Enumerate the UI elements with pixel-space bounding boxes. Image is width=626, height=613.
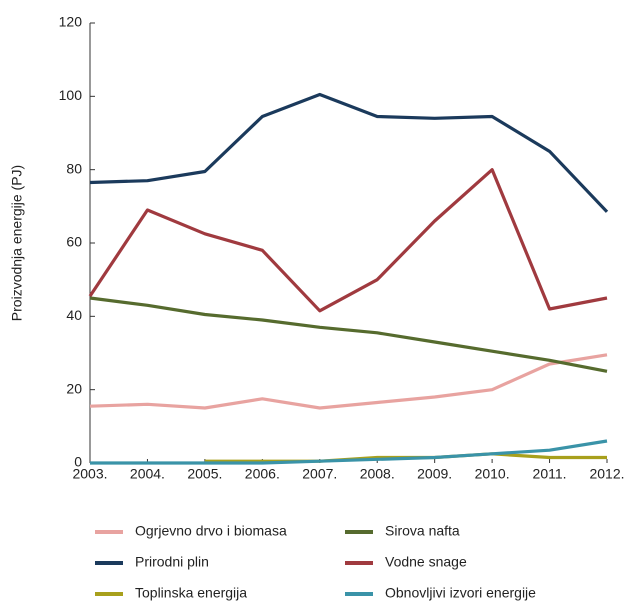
y-tick-label: 0 [74, 454, 82, 470]
x-tick-label: 2012. [589, 466, 624, 482]
x-tick-label: 2006. [245, 466, 280, 482]
y-tick-label: 120 [59, 14, 83, 30]
y-tick-label: 100 [59, 87, 83, 103]
legend-label: Sirova nafta [385, 523, 460, 539]
y-tick-label: 60 [66, 234, 82, 250]
series-line [90, 439, 608, 465]
x-tick-label: 2007. [302, 466, 337, 482]
y-axis-label: Proizvodnja energije (PJ) [9, 165, 25, 321]
x-tick-label: 2005. [187, 466, 222, 482]
x-tick-label: 2008. [360, 466, 395, 482]
x-tick-label: 2010. [475, 466, 510, 482]
x-tick-label: 2011. [533, 466, 567, 482]
legend-label: Vodne snage [385, 554, 467, 570]
x-tick-label: 2009. [417, 466, 452, 482]
series-line [89, 353, 608, 410]
legend-label: Obnovljivi izvori energije [385, 585, 536, 601]
legend-label: Toplinska energija [135, 585, 247, 601]
series-line [89, 296, 608, 373]
y-tick-label: 40 [66, 307, 82, 323]
x-tick-label: 2004. [130, 466, 165, 482]
y-tick-label: 20 [66, 380, 82, 396]
x-tick-label: 2003. [72, 466, 107, 482]
legend-label: Ogrjevno drvo i biomasa [135, 523, 287, 539]
legend-label: Prirodni plin [135, 554, 209, 570]
y-tick-label: 80 [66, 160, 82, 176]
series-line [88, 168, 608, 313]
series-line [89, 92, 609, 213]
